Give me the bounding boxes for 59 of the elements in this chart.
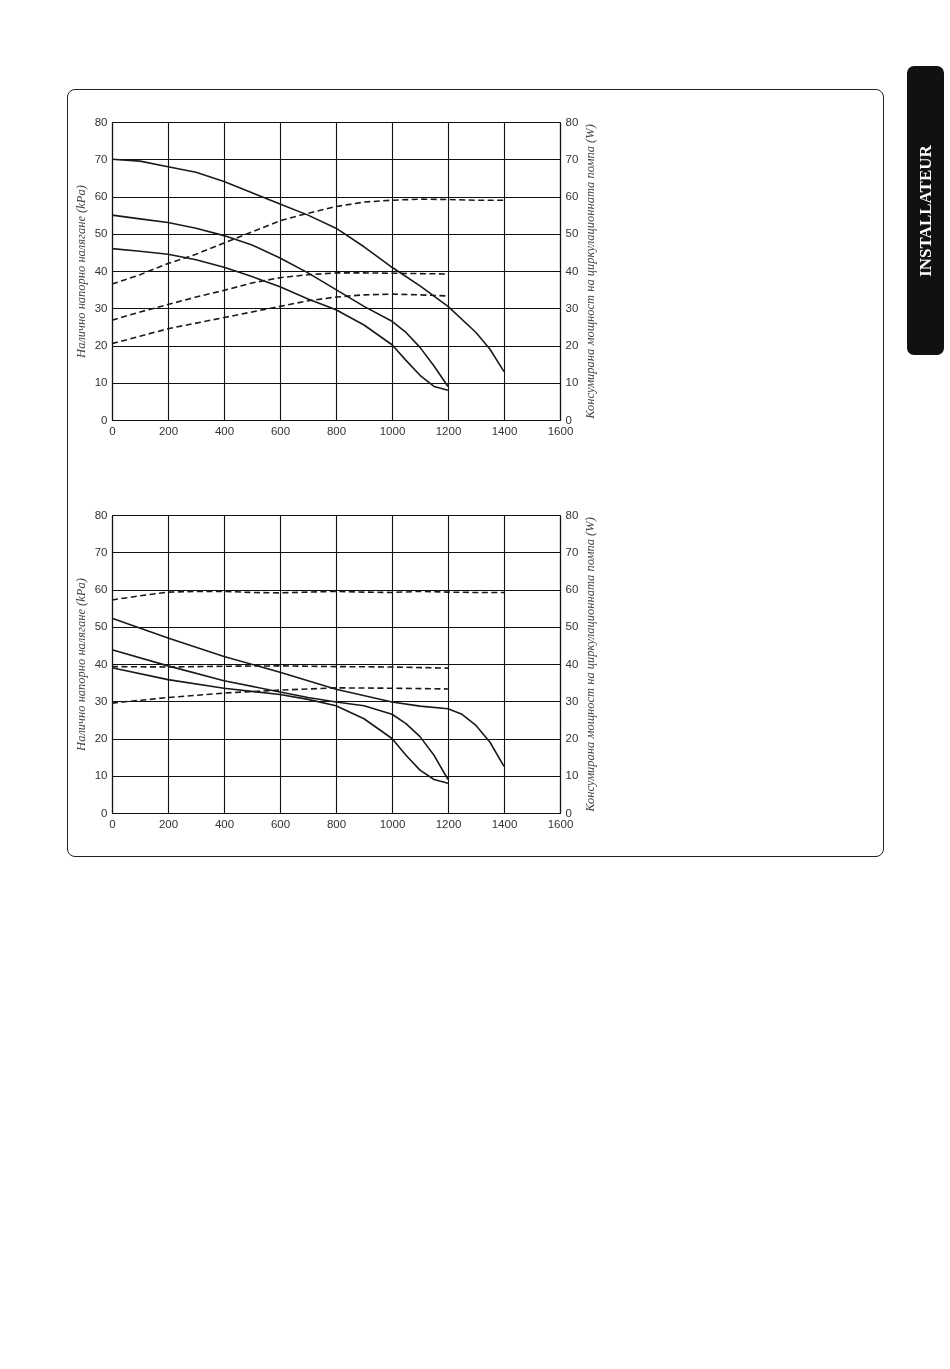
y2-tick-label: 80 <box>565 508 579 521</box>
x-tick-label: 1600 <box>547 817 574 830</box>
y-tick-label: 30 <box>94 301 108 314</box>
y2-axis-title: Консумирана мощност на циркулационната помпа (W) <box>583 124 598 420</box>
y-tick-label: 40 <box>94 657 108 670</box>
y2-tick-label: 40 <box>565 657 579 670</box>
x-tick-label: 0 <box>109 817 116 830</box>
x-tick-label: 1400 <box>491 817 518 830</box>
y-tick-label: 40 <box>94 264 108 277</box>
y2-axis-title: Консумирана мощност на циркулационната помпа (W) <box>583 517 598 813</box>
y-tick-label: 80 <box>94 508 108 521</box>
x-tick-label: 200 <box>158 817 179 830</box>
y2-tick-label: 70 <box>565 152 579 165</box>
x-tick-label: 800 <box>326 817 347 830</box>
x-tick-label: 800 <box>326 424 347 437</box>
y-tick-label: 30 <box>94 694 108 707</box>
y2-tick-label: 40 <box>565 264 579 277</box>
x-tick-label: 1000 <box>379 817 406 830</box>
y-tick-label: 0 <box>101 806 108 819</box>
y2-tick-label: 10 <box>565 376 579 389</box>
y-tick-label: 60 <box>94 190 108 202</box>
x-tick-label: 1200 <box>435 424 462 437</box>
x-tick-label: 1200 <box>435 817 462 830</box>
y-tick-label: 60 <box>94 583 108 595</box>
y2-tick-label: 80 <box>565 115 579 128</box>
y-tick-label: 10 <box>94 376 108 389</box>
x-tick-label: 200 <box>158 424 179 437</box>
y2-tick-label: 60 <box>565 190 579 202</box>
y2-tick-label: 10 <box>565 769 579 782</box>
y2-tick-label: 30 <box>565 694 579 707</box>
x-tick-label: 600 <box>270 424 291 437</box>
y-tick-label: 20 <box>94 339 108 351</box>
y2-tick-label: 0 <box>565 413 572 426</box>
x-tick-label: 600 <box>270 817 291 830</box>
x-tick-label: 1600 <box>547 424 574 437</box>
x-tick-label: 400 <box>214 817 235 830</box>
y2-tick-label: 30 <box>565 301 579 314</box>
y-axis-title: Налично напорно налягане (kPa) <box>73 578 88 752</box>
y-tick-label: 50 <box>94 620 108 633</box>
y2-tick-label: 0 <box>565 806 572 819</box>
y-tick-label: 80 <box>94 115 108 128</box>
y-tick-label: 0 <box>101 413 108 426</box>
y2-tick-label: 60 <box>565 583 579 595</box>
x-tick-label: 1000 <box>379 424 406 437</box>
y2-tick-label: 70 <box>565 545 579 558</box>
x-tick-label: 400 <box>214 424 235 437</box>
y-tick-label: 50 <box>94 227 108 240</box>
x-tick-label: 0 <box>109 424 116 437</box>
y-tick-label: 70 <box>94 545 108 558</box>
x-tick-label: 1400 <box>491 424 518 437</box>
y2-tick-label: 50 <box>565 227 579 240</box>
y-tick-label: 70 <box>94 152 108 165</box>
y2-tick-label: 20 <box>565 339 579 351</box>
side-tab: INSTALLATEUR <box>907 66 944 355</box>
y2-tick-label: 50 <box>565 620 579 633</box>
y-axis-title: Налично напорно налягане (kPa) <box>73 185 88 359</box>
y-tick-label: 10 <box>94 769 108 782</box>
y2-tick-label: 20 <box>565 732 579 744</box>
y-tick-label: 20 <box>94 732 108 744</box>
